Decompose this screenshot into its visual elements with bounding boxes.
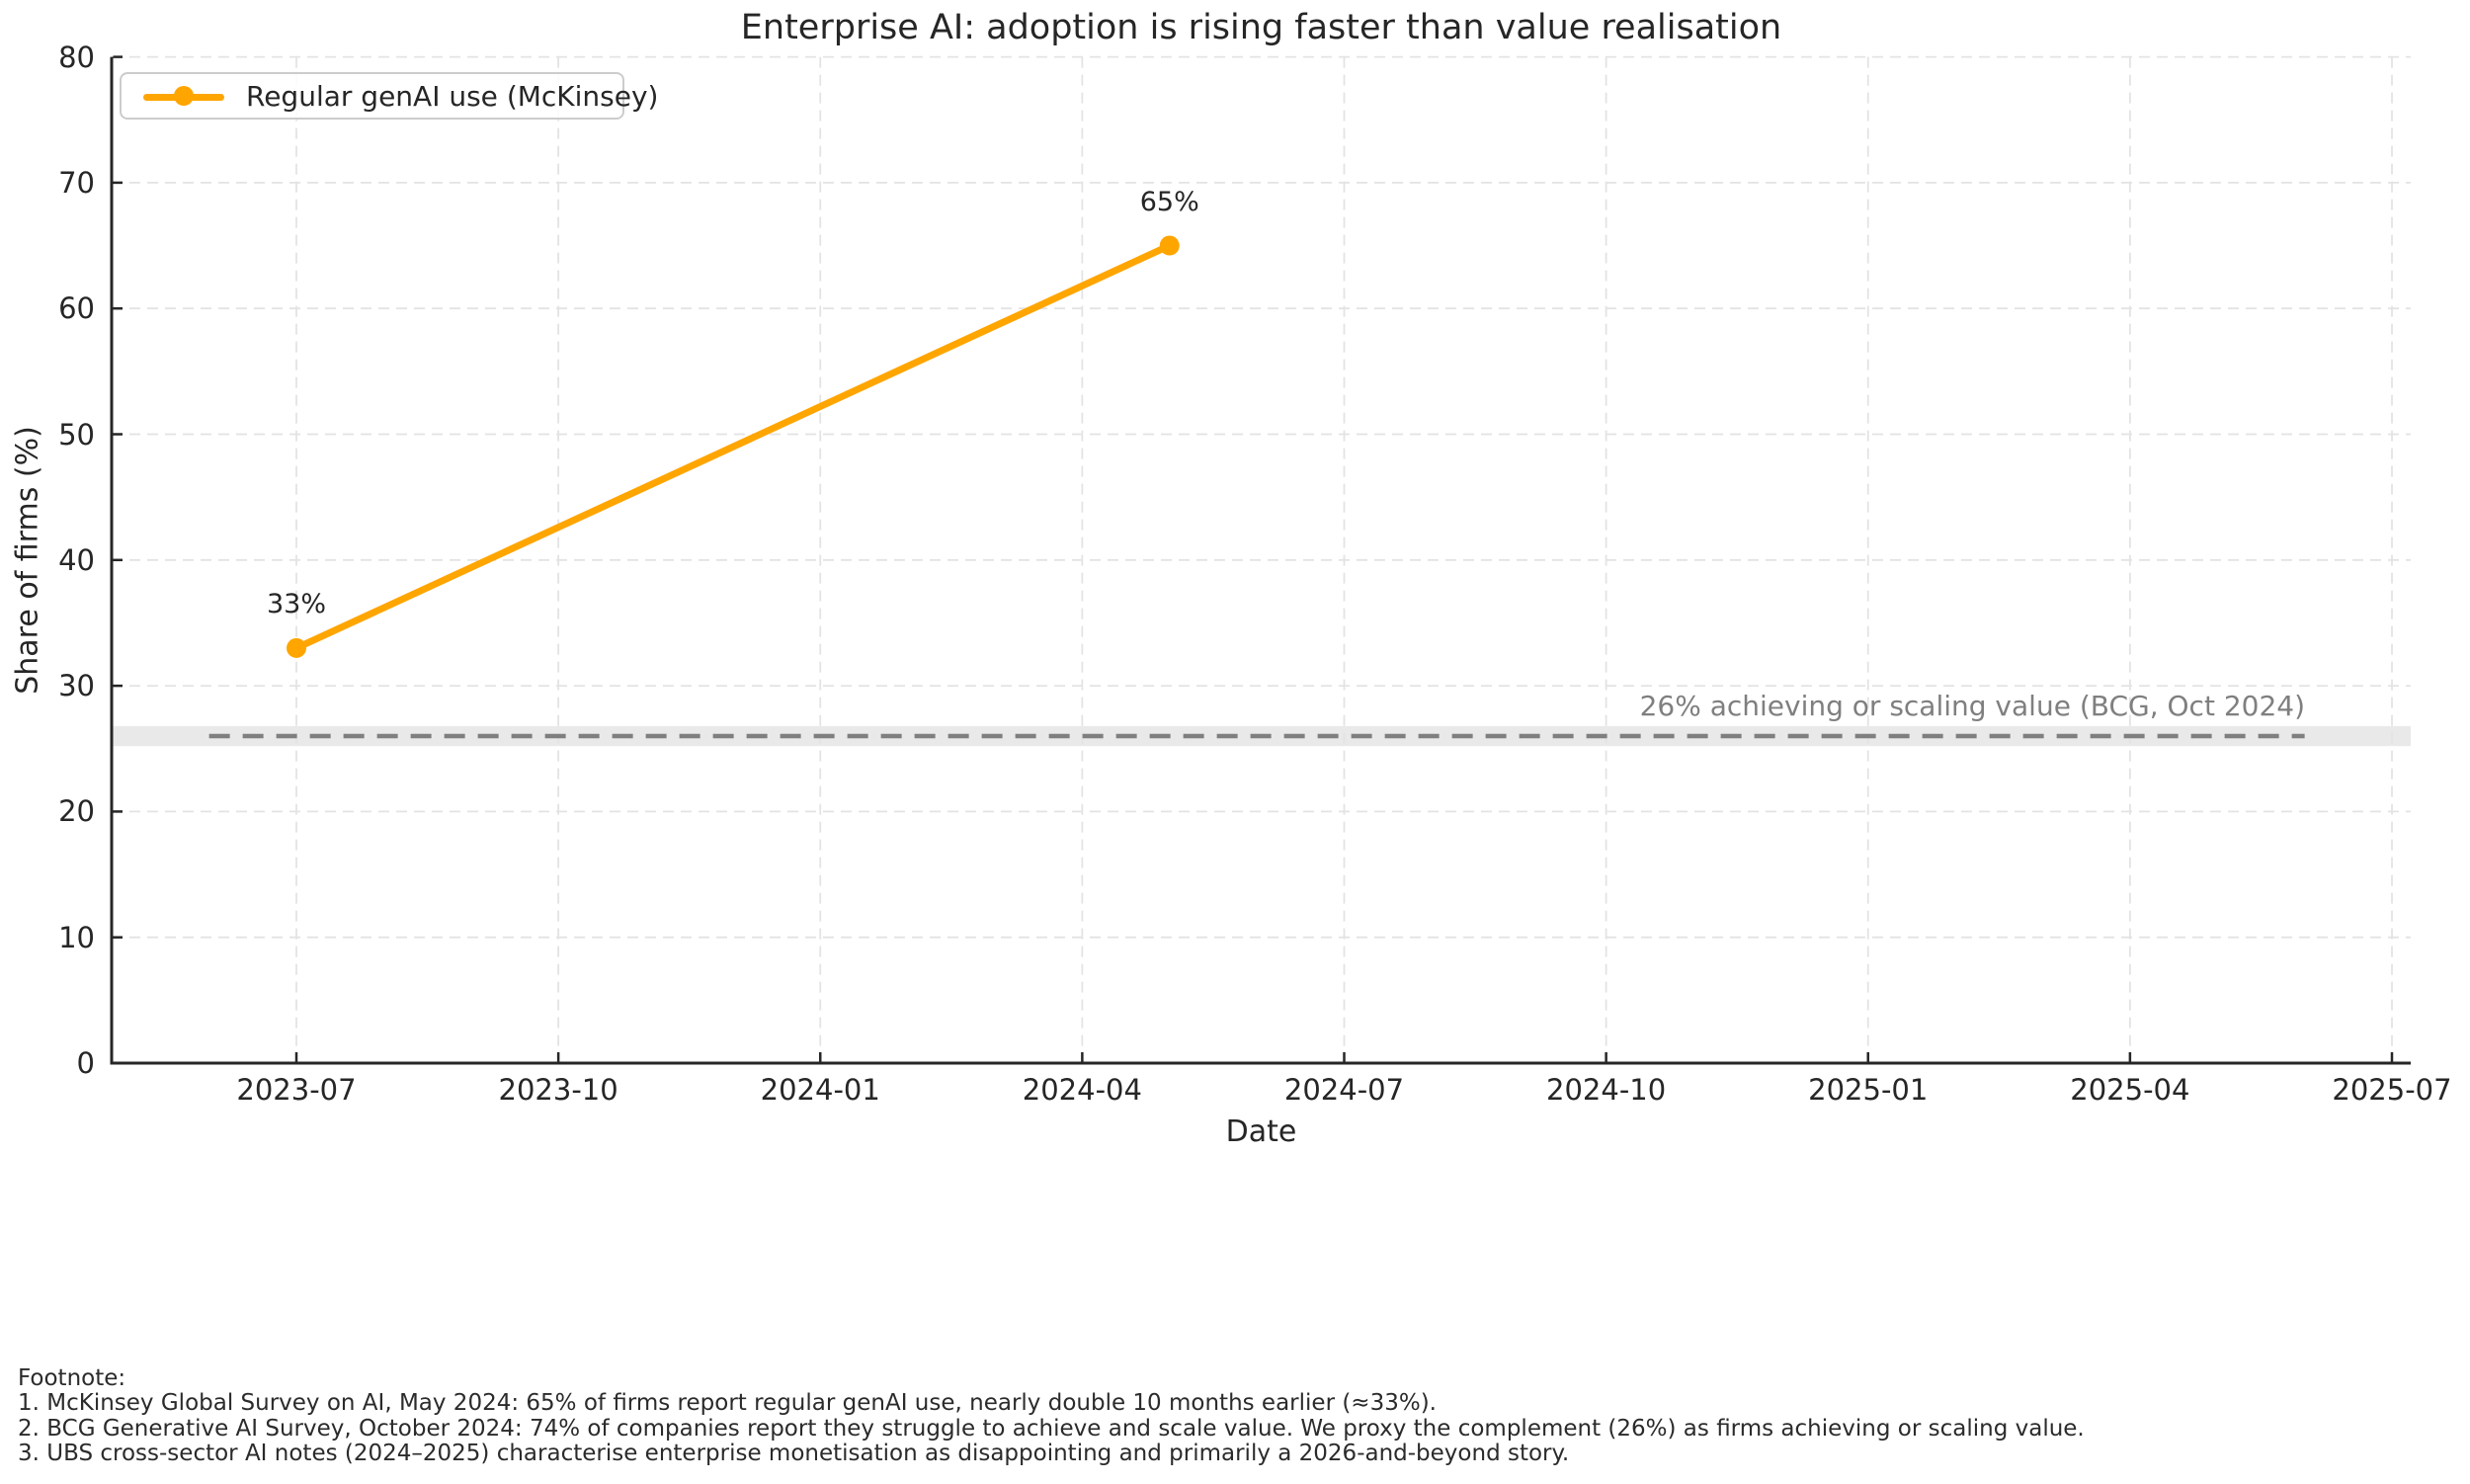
reference-line-annotation: 26% achieving or scaling value (BCG, Oct… [1639, 690, 2305, 722]
footnote: Footnote: 1. McKinsey Global Survey on A… [18, 1365, 2085, 1467]
footnote-line: 3. UBS cross-sector AI notes (2024–2025)… [18, 1441, 1570, 1467]
y-tick-label: 80 [58, 40, 95, 74]
x-tick-label: 2025-01 [1808, 1073, 1929, 1107]
y-tick-label: 60 [58, 291, 95, 326]
legend-line-marker-icon [143, 72, 224, 120]
x-tick-label: 2025-07 [2332, 1073, 2452, 1107]
data-point-marker [287, 637, 306, 658]
y-tick-label: 70 [58, 165, 95, 200]
x-tick-label: 2023-10 [498, 1073, 618, 1107]
y-tick-label: 50 [58, 417, 95, 452]
x-tick-label: 2025-04 [2070, 1073, 2190, 1107]
y-tick-label: 20 [58, 794, 95, 829]
footnote-heading: Footnote: [18, 1365, 126, 1391]
chart-title: Enterprise AI: adoption is rising faster… [740, 8, 1782, 47]
legend-marker-icon [174, 86, 194, 106]
legend-label: Regular genAI use (McKinsey) [246, 79, 659, 113]
y-tick-label: 40 [58, 542, 95, 577]
x-axis-label: Date [1225, 1114, 1297, 1149]
x-tick-label: 2023-07 [236, 1073, 357, 1107]
footnote-line: 1. McKinsey Global Survey on AI, May 202… [18, 1390, 1437, 1417]
y-axis-label: Share of firms (%) [10, 426, 45, 695]
series-line [292, 242, 1174, 652]
x-tick-label: 2024-01 [760, 1073, 880, 1107]
y-tick-label: 10 [58, 920, 95, 954]
x-tick-label: 2024-10 [1546, 1073, 1667, 1107]
x-tick-label: 2024-07 [1283, 1073, 1405, 1107]
data-point-marker [1159, 235, 1180, 256]
legend: Regular genAI use (McKinsey) [120, 72, 658, 120]
footnote-line: 2. BCG Generative AI Survey, October 202… [18, 1415, 2085, 1442]
data-point-label: 33% [266, 588, 326, 619]
x-tick-label: 2024-04 [1022, 1073, 1142, 1107]
y-tick-label: 30 [58, 669, 95, 703]
data-point-label: 65% [1139, 186, 1199, 217]
y-tick-label: 0 [76, 1046, 95, 1080]
